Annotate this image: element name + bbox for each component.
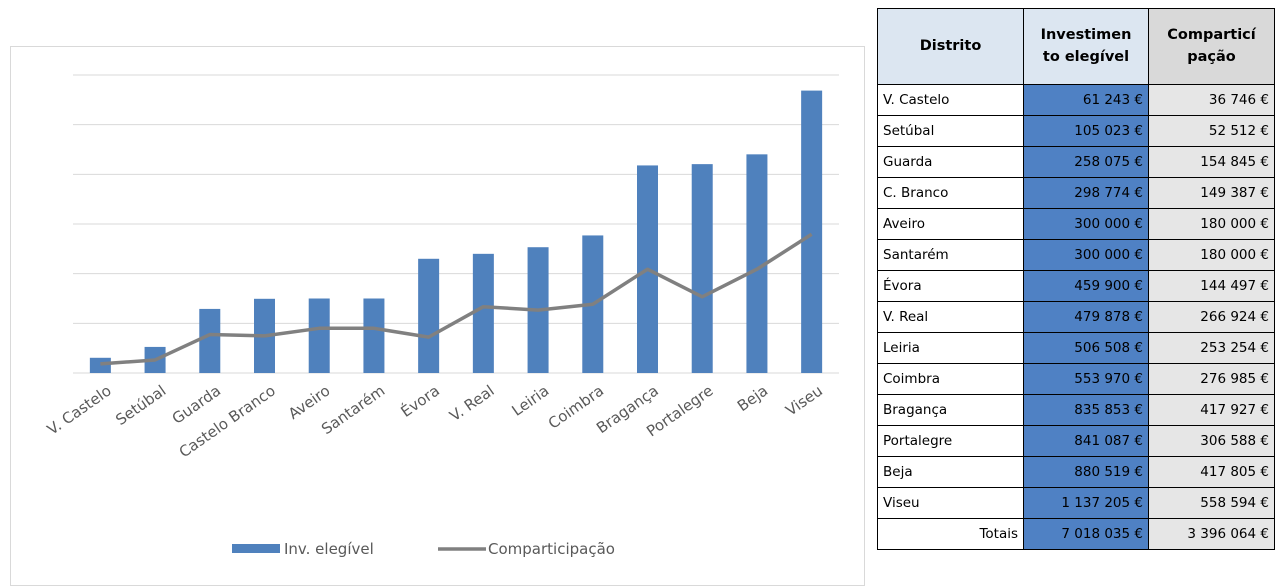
share-cell: 144 497 €: [1148, 270, 1275, 302]
table-row: Santarém 300 000 €180 000 €: [877, 239, 1275, 271]
investment-cell: 479 878 €: [1023, 301, 1149, 333]
share-cell: 276 985 €: [1148, 363, 1275, 395]
category-label: V. Real: [446, 382, 497, 426]
table-row: Coimbra 553 970 €276 985 €: [877, 363, 1275, 395]
district-cell: Setúbal: [877, 115, 1024, 147]
investment-cell: 258 075 €: [1023, 146, 1149, 178]
share-cell: 558 594 €: [1148, 487, 1275, 519]
category-label: Beja: [734, 382, 771, 416]
table-row: V. Castelo 61 243 €36 746 €: [877, 84, 1275, 116]
district-cell: V. Castelo: [877, 84, 1024, 116]
bar: [746, 154, 768, 373]
table-row: Guarda 258 075 €154 845 €: [877, 146, 1275, 178]
header-share-line2: pação: [1187, 48, 1236, 65]
table-row: Viseu 1 137 205 €558 594 €: [877, 487, 1275, 519]
table-row: Leiria 506 508 €253 254 €: [877, 332, 1275, 364]
table-row: Bragança 835 853 €417 927 €: [877, 394, 1275, 426]
category-label: Castelo Branco: [176, 382, 279, 462]
series-line: [100, 232, 813, 366]
table-row: Portalegre 841 087 €306 588 €: [877, 425, 1275, 457]
district-cell: Beja: [877, 456, 1024, 488]
header-share-line1: Comparticí: [1167, 27, 1256, 44]
share-cell: 306 588 €: [1148, 425, 1275, 457]
investment-cell: 880 519 €: [1023, 456, 1149, 488]
share-cell: 36 746 €: [1148, 84, 1275, 116]
category-label: Viseu: [782, 382, 826, 420]
district-cell: Évora: [877, 270, 1024, 302]
investment-cell: 300 000 €: [1023, 239, 1149, 271]
totals-label: Totais: [877, 518, 1024, 550]
district-cell: Aveiro: [877, 208, 1024, 240]
district-cell: Portalegre: [877, 425, 1024, 457]
totals-row: Totais 7 018 035 € 3 396 064 €: [877, 518, 1275, 550]
district-cell: Bragança: [877, 394, 1024, 426]
investment-cell: 1 137 205 €: [1023, 487, 1149, 519]
totals-investment: 7 018 035 €: [1023, 518, 1149, 550]
investment-cell: 553 970 €: [1023, 363, 1149, 395]
investment-cell: 835 853 €: [1023, 394, 1149, 426]
table-row: V. Real 479 878 €266 924 €: [877, 301, 1275, 333]
table-row: Beja 880 519 €417 805 €: [877, 456, 1275, 488]
district-cell: V. Real: [877, 301, 1024, 333]
share-cell: 52 512 €: [1148, 115, 1275, 147]
category-label: Setúbal: [112, 382, 169, 429]
investment-cell: 300 000 €: [1023, 208, 1149, 240]
bar: [363, 298, 385, 373]
table-header-row: Distrito Investimen to elegível Comparti…: [877, 8, 1275, 85]
header-investment: Investimen to elegível: [1023, 8, 1149, 85]
header-share: Comparticí pação: [1148, 8, 1275, 85]
district-cell: Viseu: [877, 487, 1024, 519]
investment-cell: 459 900 €: [1023, 270, 1149, 302]
share-cell: 154 845 €: [1148, 146, 1275, 178]
data-table: Distrito Investimen to elegível Comparti…: [877, 8, 1275, 550]
bar: [691, 164, 713, 373]
investment-cell: 298 774 €: [1023, 177, 1149, 209]
investment-cell: 105 023 €: [1023, 115, 1149, 147]
district-cell: Guarda: [877, 146, 1024, 178]
category-label: Leiria: [508, 382, 552, 420]
share-cell: 417 927 €: [1148, 394, 1275, 426]
table-row: C. Branco 298 774 €149 387 €: [877, 177, 1275, 209]
totals-share: 3 396 064 €: [1148, 518, 1275, 550]
district-cell: Coimbra: [877, 363, 1024, 395]
legend-bar-swatch: [232, 544, 280, 553]
share-cell: 253 254 €: [1148, 332, 1275, 364]
bar: [308, 298, 330, 373]
header-district: Distrito: [877, 8, 1024, 85]
table-body: V. Castelo 61 243 €36 746 € Setúbal 105 023…: [877, 84, 1275, 519]
bar: [472, 253, 494, 373]
share-cell: 149 387 €: [1148, 177, 1275, 209]
chart-area: V. Castelo Setúbal Guarda Castelo Branco Ave…: [10, 46, 865, 586]
table-row: Aveiro 300 000 €180 000 €: [877, 208, 1275, 240]
table-row: Évora 459 900 €144 497 €: [877, 270, 1275, 302]
district-cell: C. Branco: [877, 177, 1024, 209]
bar: [89, 357, 111, 373]
share-cell: 180 000 €: [1148, 208, 1275, 240]
category-label: V. Castelo: [44, 382, 115, 439]
district-cell: Santarém: [877, 239, 1024, 271]
bar: [801, 90, 823, 374]
table-row: Setúbal 105 023 €52 512 €: [877, 115, 1275, 147]
share-cell: 266 924 €: [1148, 301, 1275, 333]
investment-cell: 506 508 €: [1023, 332, 1149, 364]
share-cell: 180 000 €: [1148, 239, 1275, 271]
investment-cell: 841 087 €: [1023, 425, 1149, 457]
category-label: Évora: [397, 381, 443, 421]
investment-cell: 61 243 €: [1023, 84, 1149, 116]
bar: [199, 308, 221, 373]
legend-bar-label: Inv. elegível: [284, 540, 374, 558]
header-investment-line1: Investimen: [1040, 27, 1132, 44]
legend-line-label: Comparticipação: [488, 540, 615, 558]
bar: [418, 258, 440, 373]
header-investment-line2: to elegível: [1042, 48, 1130, 65]
district-cell: Leiria: [877, 332, 1024, 364]
share-cell: 417 805 €: [1148, 456, 1275, 488]
